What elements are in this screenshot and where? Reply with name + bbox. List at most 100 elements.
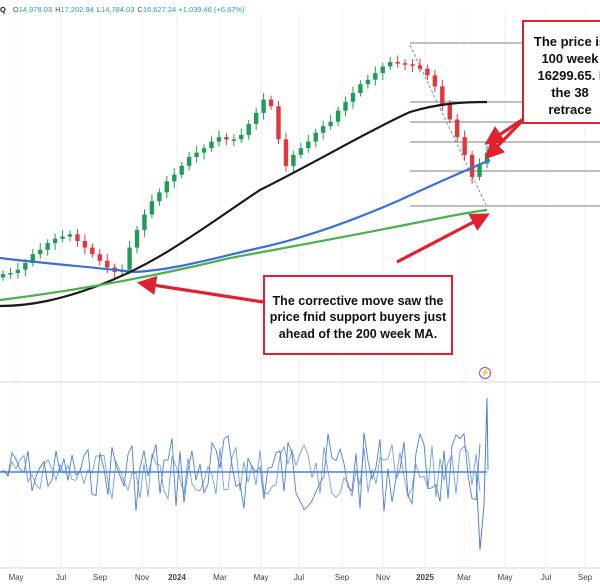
candle-body — [388, 62, 393, 67]
candle-body — [306, 141, 311, 149]
candle-body — [149, 201, 155, 215]
candle-body — [425, 68, 430, 76]
candle-body — [52, 238, 58, 244]
annotation-arrow — [484, 116, 526, 145]
low-key: L — [96, 5, 102, 14]
candle-body — [38, 249, 43, 255]
ohlc-legend: Q O14,978.03 H17,202.94 L14,784.03 C16,627.2… — [0, 5, 245, 14]
candle-body — [320, 126, 326, 133]
candle-body — [8, 272, 13, 275]
annotation-box-ma: The price is 100 week 16299.65. I the 38… — [522, 20, 600, 124]
annotation-arrow — [396, 213, 490, 264]
x-axis: May Jul Sep Nov 2024 Mar May Jul Sep Nov 2025 Mar Ma… — [8, 573, 592, 582]
candle-body — [417, 65, 423, 69]
annotation-line: The price is — [533, 34, 600, 49]
annotation-arrows — [136, 116, 527, 304]
ma50-line — [0, 100, 488, 308]
annotation-line: retrace — [548, 101, 592, 117]
x-tick-label: May — [497, 573, 512, 582]
candle-body — [97, 254, 102, 261]
candle-body — [365, 79, 371, 85]
candle-body — [0, 274, 6, 278]
candle-body — [239, 134, 244, 140]
candle-body — [216, 137, 222, 142]
retracement-diagonal — [409, 44, 487, 206]
candle-body — [343, 101, 348, 111]
x-tick-label: May — [253, 573, 268, 582]
x-tick-label: Nov — [376, 573, 390, 582]
candle-body — [253, 112, 259, 124]
x-tick-label: Nov — [135, 573, 149, 582]
candle-body — [179, 165, 184, 175]
candle-body — [157, 192, 162, 202]
oscillator-panel — [0, 397, 489, 551]
candle-body — [328, 121, 333, 127]
candle-body — [60, 236, 65, 239]
x-tick-label: Mar — [213, 573, 227, 582]
x-tick-label: 2025 — [416, 573, 434, 582]
open-value: 14,978.03 — [18, 5, 53, 14]
candle-body — [358, 84, 363, 93]
osc-spike — [475, 397, 489, 551]
annotation-line: 100 week — [541, 50, 599, 66]
candle-body — [283, 139, 289, 166]
candle-body — [350, 93, 356, 102]
candle-body — [224, 137, 229, 140]
x-tick-label: Jul — [294, 573, 304, 582]
alert-icon[interactable]: ⚡ — [479, 367, 491, 379]
moving-averages — [0, 100, 491, 308]
change-value: +1,039.46 (+6.67%) — [178, 5, 245, 14]
candle-body — [23, 263, 28, 270]
candle-body — [402, 63, 408, 65]
candle-body — [194, 152, 199, 158]
candle-body — [172, 174, 177, 182]
candle-body — [261, 99, 266, 113]
candle-body — [462, 137, 467, 155]
annotation-box-support: The corrective move saw the price fnid s… — [263, 275, 453, 355]
candle-body — [75, 234, 80, 241]
candle-body — [276, 106, 281, 140]
annotation-line: 16299.65. I — [537, 67, 600, 83]
candle-body — [30, 254, 35, 264]
candle-body — [246, 123, 251, 135]
candle-body — [45, 243, 50, 250]
x-tick-label: Sep — [578, 573, 593, 582]
candle-body — [447, 104, 452, 120]
candle-body — [395, 62, 400, 64]
x-tick-label: Jul — [541, 573, 551, 582]
high-value: 17,202.94 — [60, 5, 94, 14]
low-value: 14,784.03 — [101, 5, 135, 14]
candle-body — [82, 240, 88, 248]
candle-body — [186, 157, 192, 166]
candle-body — [127, 247, 132, 270]
candle-body — [268, 99, 274, 107]
candle-body — [298, 148, 304, 155]
candle-body — [231, 139, 237, 141]
annotation-line: price fnid support buyers just — [269, 310, 447, 325]
ma200-line — [0, 208, 488, 302]
close-value: 16,627.24 — [142, 5, 177, 14]
annotation-line: The corrective move saw the — [272, 294, 444, 308]
candle-body — [67, 234, 73, 237]
candle-body — [410, 64, 415, 66]
open-key: O — [12, 5, 19, 14]
symbol-label: Q — [0, 5, 6, 14]
candles — [0, 55, 490, 281]
x-tick-label: Sep — [93, 573, 108, 582]
candle-body — [440, 86, 445, 105]
candle-body — [201, 148, 207, 153]
annotation-arrow — [136, 275, 264, 304]
candle-body — [432, 75, 438, 87]
ma100-line — [0, 158, 491, 274]
candle-body — [477, 163, 482, 177]
annotation-line: ahead of the 200 week MA. — [278, 326, 438, 341]
candle-body — [380, 66, 385, 74]
x-tick-label: Jul — [56, 573, 66, 582]
x-tick-label: Mar — [457, 573, 471, 582]
candle-body — [15, 269, 21, 273]
x-tick-label: Sep — [335, 573, 350, 582]
x-tick-label: May — [8, 573, 23, 582]
high-key: H — [55, 5, 61, 14]
candle-body — [455, 119, 460, 138]
